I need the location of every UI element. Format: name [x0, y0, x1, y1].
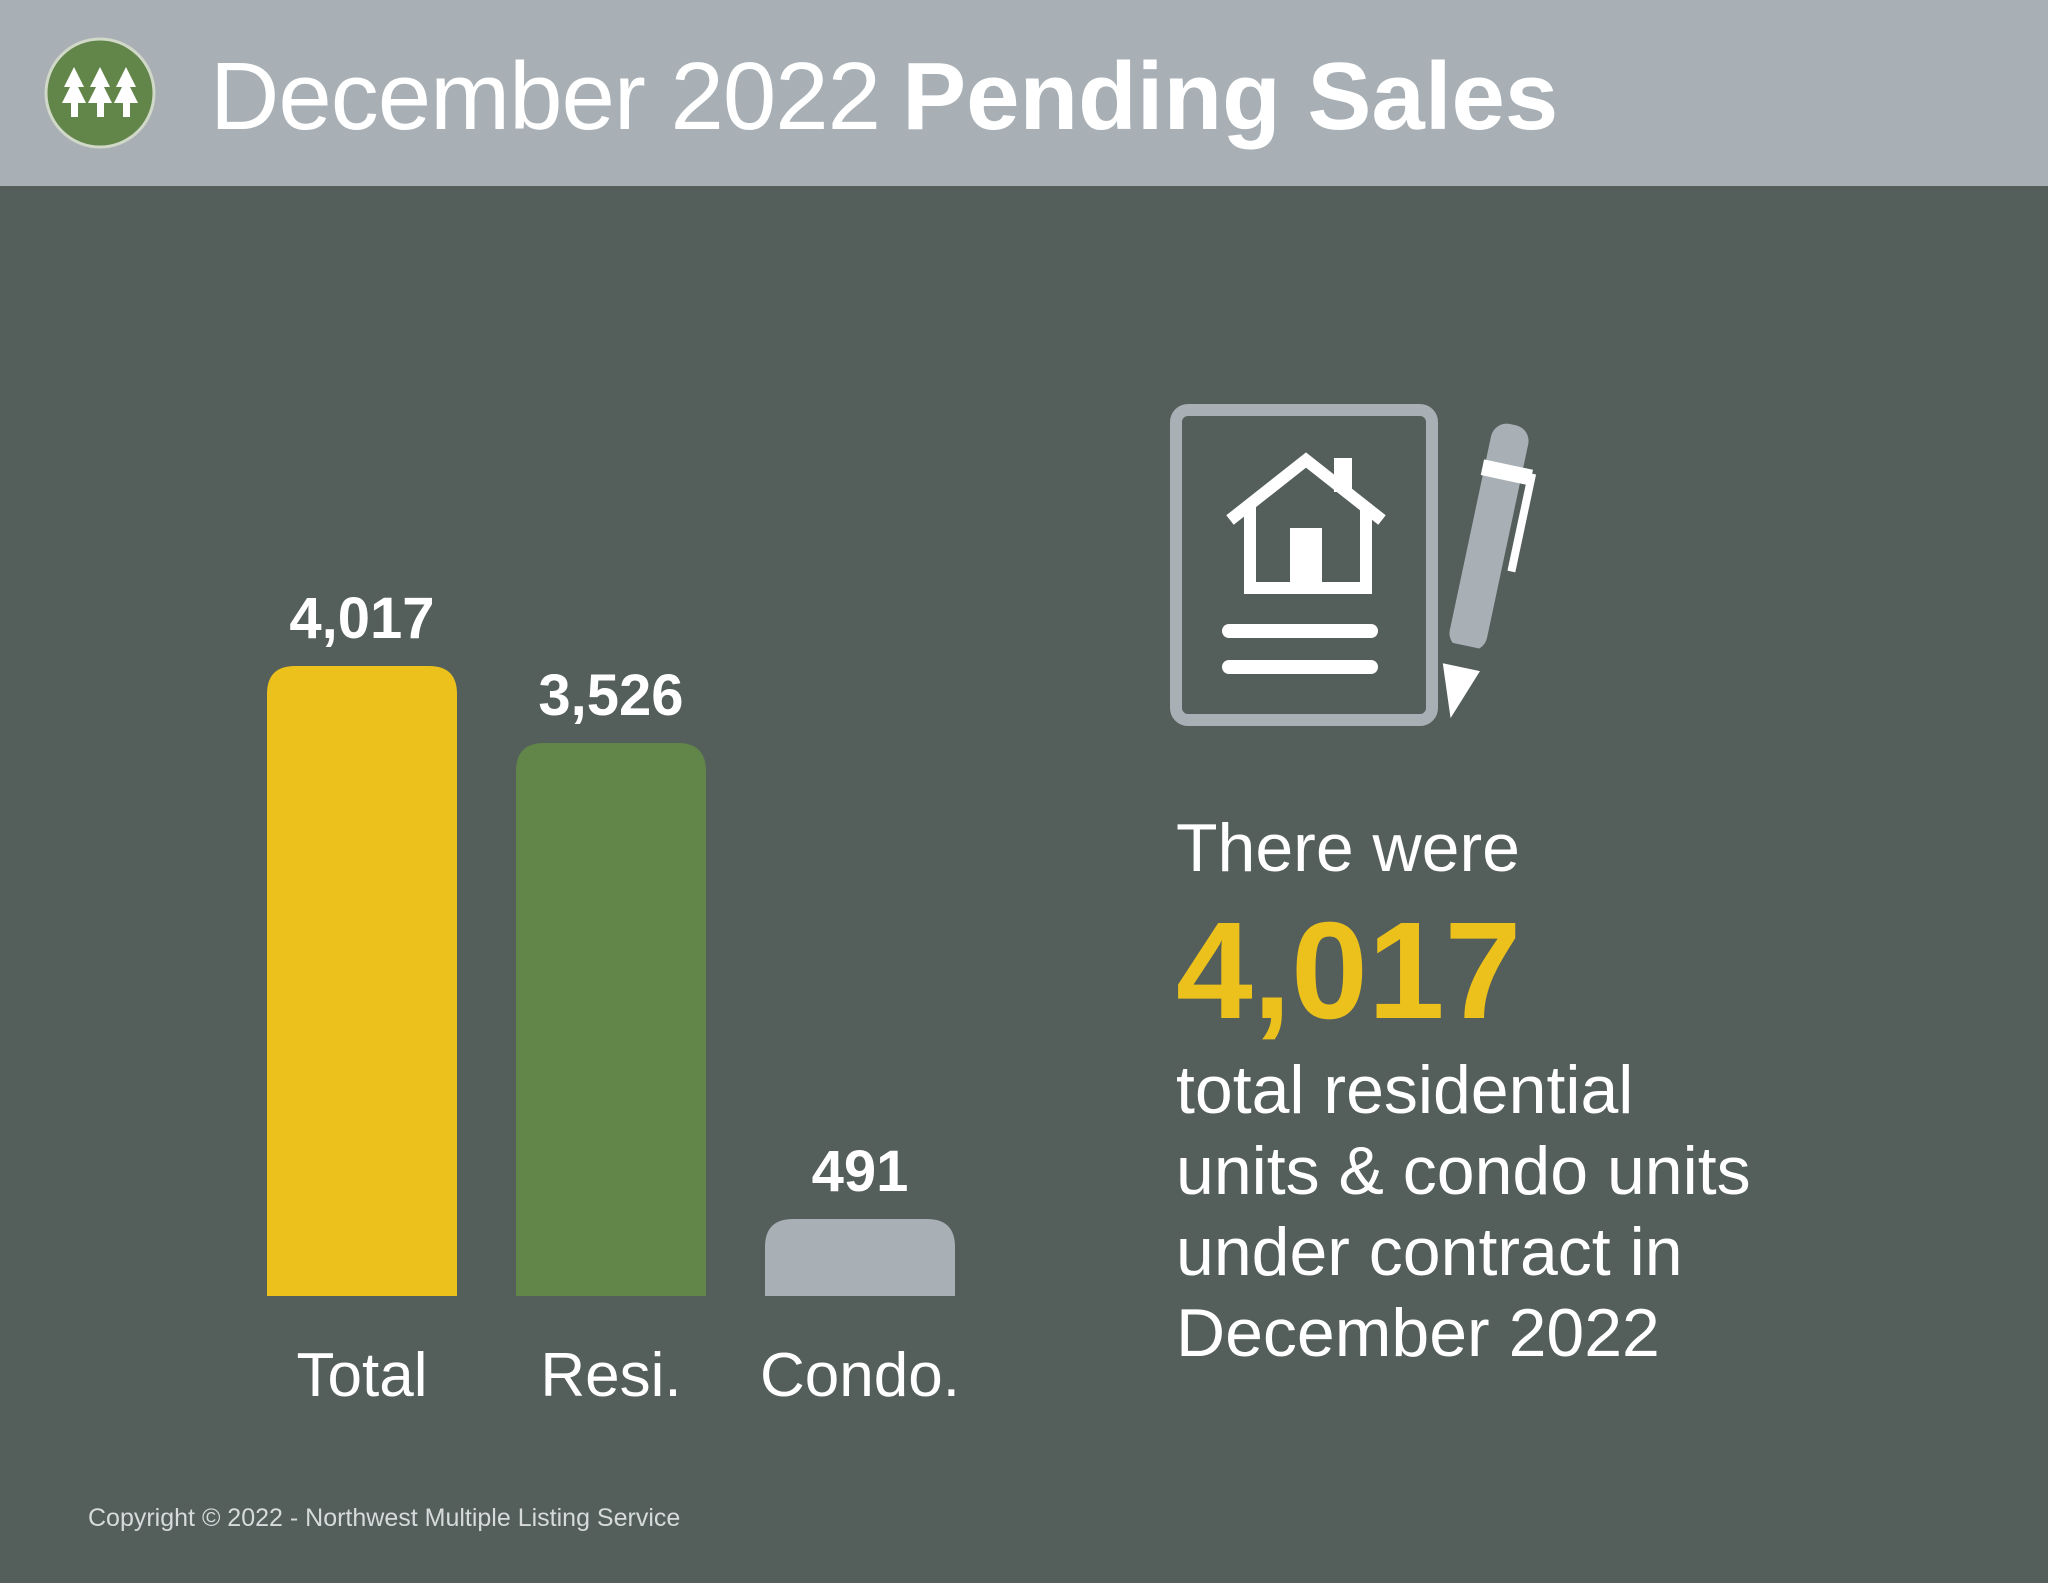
summary-description: total residential units & condo units un… [1176, 1050, 1996, 1374]
bar-value-label-2: 491 [812, 1139, 909, 1204]
page-title: December 2022 Pending Sales [210, 32, 1558, 162]
summary-intro: There were [1176, 810, 1520, 886]
header-bar: December 2022 Pending Sales [0, 0, 2048, 186]
bar-value-label-0: 4,017 [289, 586, 434, 651]
trees-logo-icon [44, 37, 156, 149]
summary-text: There were 4,017 total residential units… [1176, 806, 1996, 1374]
category-label-2: Condo. [760, 1341, 960, 1410]
summary-line: units & condo units [1176, 1133, 1751, 1209]
copyright-notice: Copyright © 2022 - Northwest Multiple Li… [88, 1504, 681, 1532]
bar-0 [267, 666, 457, 1296]
title-month: December 2022 [210, 43, 881, 150]
bar-1 [516, 743, 706, 1296]
bar-2 [765, 1218, 955, 1296]
category-label-1: Resi. [540, 1341, 681, 1410]
summary-line: December 2022 [1176, 1295, 1660, 1371]
category-label-0: Total [297, 1341, 428, 1410]
contract-house-pen-icon [1170, 404, 1537, 726]
summary-line: under contract in [1176, 1214, 1683, 1290]
pending-sales-bar-chart: 4,017 Total 3,526 Resi. 491 Condo. [267, 586, 960, 1410]
bar-value-label-1: 3,526 [538, 663, 683, 728]
title-subject: Pending Sales [902, 43, 1559, 150]
summary-big-number: 4,017 [1176, 894, 1522, 1048]
summary-line: total residential [1176, 1052, 1634, 1128]
